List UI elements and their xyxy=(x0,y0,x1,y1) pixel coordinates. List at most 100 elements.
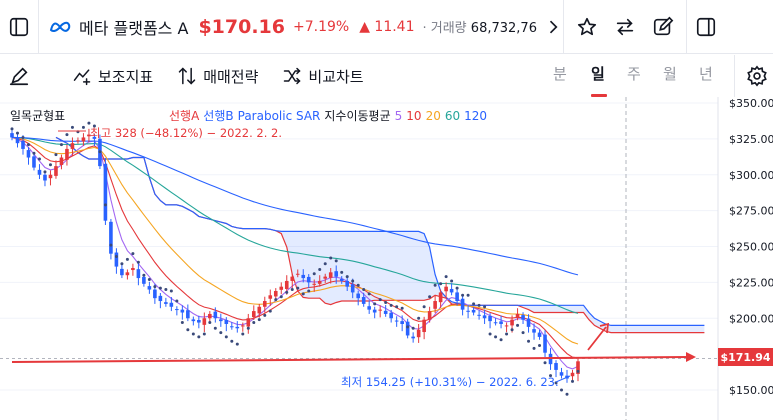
compare-chart-label: 비교차트 xyxy=(308,67,364,86)
parabolic-sar-dot xyxy=(87,121,91,125)
candle-body xyxy=(219,319,223,322)
parabolic-sar-dot xyxy=(43,170,47,174)
header-more-button[interactable] xyxy=(543,8,563,46)
candle-body xyxy=(323,276,328,279)
symbol-name[interactable]: 메타 플랫폼스 A xyxy=(79,18,189,38)
y-tick-label: $150.00 xyxy=(729,384,773,397)
swap-symbol-button[interactable] xyxy=(606,8,644,46)
timeframe-minute[interactable]: 분 xyxy=(553,65,567,83)
candle-body xyxy=(460,298,465,310)
right-panel-toggle-button[interactable] xyxy=(687,8,725,46)
parabolic-sar-dot xyxy=(362,288,366,292)
candle-body xyxy=(466,310,470,312)
candle-body xyxy=(521,315,525,320)
parabolic-sar-dot xyxy=(351,279,355,283)
parabolic-sar-dot xyxy=(318,267,322,271)
sort-arrows-icon xyxy=(178,67,196,85)
parabolic-sar-dot xyxy=(549,374,553,378)
candle-body xyxy=(515,313,520,318)
candle-body xyxy=(559,372,564,376)
quote-header: 메타 플랫폼스 A $170.16 +7.19% ▲ 11.41 · 거래량 6… xyxy=(0,0,773,54)
edit-icon xyxy=(653,16,673,35)
candle-body xyxy=(131,268,135,271)
low-pointer-line xyxy=(555,375,571,383)
candle-body xyxy=(213,311,218,319)
candle-body xyxy=(510,319,514,326)
watchlist-star-button[interactable] xyxy=(568,8,606,46)
candle-body xyxy=(317,280,322,284)
edit-button[interactable] xyxy=(644,8,682,46)
parabolic-sar-dot xyxy=(378,298,382,302)
candle-body xyxy=(537,332,542,337)
legend-item-4: 5 xyxy=(394,109,403,123)
leading-span-b-line xyxy=(55,136,705,326)
parabolic-sar-dot xyxy=(21,135,25,139)
trading-strategy-button[interactable]: 매매전략 xyxy=(177,66,258,87)
candle-body xyxy=(345,280,350,287)
parabolic-sar-dot xyxy=(494,335,498,339)
parabolic-sar-dot xyxy=(417,316,421,320)
star-icon xyxy=(577,17,596,35)
parabolic-sar-dot xyxy=(571,379,575,383)
sidebar-toggle-button[interactable] xyxy=(0,8,38,46)
indicator-title[interactable]: 일목균형표 xyxy=(10,109,66,123)
parabolic-sar-dot xyxy=(153,285,157,289)
parabolic-sar-dot xyxy=(274,298,278,302)
price-chart[interactable]: $350.00 $325.00 $300.00 $275.00 $250.00 $225.… xyxy=(0,97,773,420)
candle-body xyxy=(180,309,185,313)
parabolic-sar-dot xyxy=(307,289,311,293)
parabolic-sar-dot xyxy=(54,153,58,157)
meta-logo-icon xyxy=(49,21,71,32)
candle-body xyxy=(334,271,339,277)
parabolic-sar-dot xyxy=(10,127,14,131)
indicator-legend[interactable]: 선행A 선행B Parabolic SAR 지수이동평균 5 10 20 60 120 xyxy=(169,107,491,124)
ichimoku-cloud xyxy=(56,137,705,333)
candle-body xyxy=(400,321,404,324)
candle-body xyxy=(235,326,240,329)
candle-body xyxy=(367,306,371,310)
candle-body xyxy=(158,295,163,302)
parabolic-sar-dot xyxy=(98,150,102,154)
candle-body xyxy=(350,284,355,293)
indicators-label: 보조지표 xyxy=(98,67,154,86)
candle-body xyxy=(76,140,80,142)
candle-body xyxy=(65,148,69,160)
up-arrow-head xyxy=(599,322,610,334)
chart-toolbar: 보조지표 매매전략 비교차트 분 일 주 월 년 xyxy=(0,55,773,97)
candle-body xyxy=(21,140,25,149)
candle-body xyxy=(70,143,75,149)
legend-item-0: 선행A xyxy=(169,109,200,123)
timeframe-year[interactable]: 년 xyxy=(699,65,713,83)
candle-body xyxy=(48,174,53,179)
parabolic-sar-dot xyxy=(505,332,509,336)
parabolic-sar-dot xyxy=(334,259,338,263)
candle-body xyxy=(471,309,476,313)
parabolic-sar-dot xyxy=(543,361,547,365)
timeframe-month[interactable]: 월 xyxy=(663,65,677,83)
parabolic-sar-dot xyxy=(246,326,250,330)
indicators-button[interactable]: 보조지표 xyxy=(72,66,153,87)
timeframe-week[interactable]: 주 xyxy=(627,65,641,83)
last-price-tag: $171.94 xyxy=(718,348,773,366)
change-absolute: ▲ 11.41 xyxy=(359,18,415,35)
parabolic-sar-dot xyxy=(81,125,85,129)
y-tick-label: $325.00 xyxy=(729,133,773,146)
parabolic-sar-dot xyxy=(114,255,118,259)
parabolic-sar-dot xyxy=(202,332,206,336)
drawing-tool-button[interactable] xyxy=(0,57,38,95)
parabolic-sar-dot xyxy=(527,339,531,343)
parabolic-sar-dot xyxy=(296,286,300,290)
ema-120-line xyxy=(11,136,579,276)
candle-body xyxy=(202,318,207,325)
parabolic-sar-dot xyxy=(455,286,459,290)
compare-chart-button[interactable]: 비교차트 xyxy=(282,66,364,87)
candle-body xyxy=(499,321,503,324)
parabolic-sar-dot xyxy=(279,295,283,299)
low-annotation: 최저 154.25 (+10.31%) − 2022. 6. 23. xyxy=(341,375,559,389)
timeframe-day[interactable]: 일 xyxy=(591,65,605,83)
parabolic-sar-dot xyxy=(411,326,415,330)
candle-body xyxy=(257,306,262,314)
candle-body xyxy=(427,311,432,320)
parabolic-sar-dot xyxy=(428,295,432,299)
chart-settings-button[interactable] xyxy=(740,57,773,95)
